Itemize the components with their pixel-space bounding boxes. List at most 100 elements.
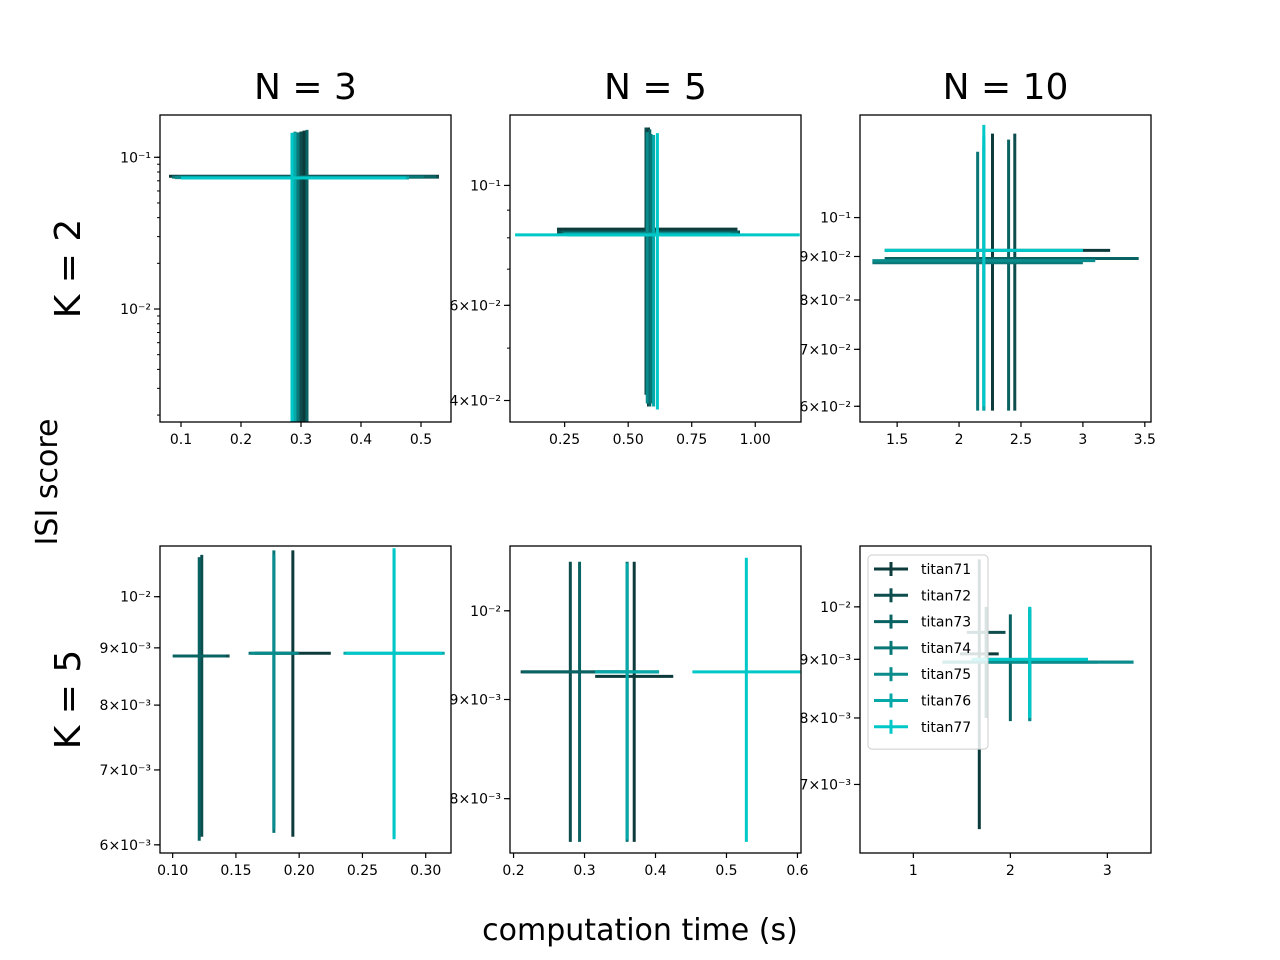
x-tick-label: 0.20 — [284, 863, 315, 879]
series-titan71 — [595, 561, 674, 842]
subplot-grid: 0.1 0.2 0.3 0.4 0.5 10⁻¹ 10⁻² N = 3 K = 2 0.25 0.5… — [48, 67, 1156, 879]
series-titan77 — [971, 606, 1088, 718]
row-label: K = 2 — [48, 219, 89, 319]
y-tick-label: 10⁻² — [120, 590, 151, 606]
x-tick-label: 0.50 — [613, 432, 644, 448]
axes-frame — [859, 114, 1152, 423]
axes-frame — [509, 545, 802, 854]
x-tick-label: 0.25 — [549, 432, 580, 448]
y-tick-label: 10⁻¹ — [820, 211, 851, 227]
y-tick-label: 8×10⁻³ — [100, 698, 151, 714]
x-tick-label: 2 — [1006, 863, 1015, 879]
subplot-5: 0.2 0.3 0.4 0.5 0.6 10⁻² 9×10⁻³ 8×10⁻³ — [450, 545, 809, 879]
series-titan74 — [564, 134, 738, 404]
series-titan72 — [520, 561, 621, 842]
y-tick-label: 4×10⁻² — [450, 394, 501, 410]
y-tick-label: 7×10⁻³ — [100, 763, 151, 779]
series-titan76 — [567, 134, 741, 407]
series-titan75 — [251, 554, 297, 829]
x-tick-label: 1.5 — [886, 432, 908, 448]
x-tick-label: 1.00 — [740, 432, 771, 448]
y-tick-label: 10⁻¹ — [120, 150, 151, 166]
x-tick-label: 1 — [909, 863, 918, 879]
x-tick-label: 2.5 — [1010, 432, 1032, 448]
series-titan71 — [254, 550, 331, 837]
y-tick-label: 10⁻¹ — [470, 178, 501, 194]
x-tick-label: 0.5 — [410, 432, 432, 448]
subplot-6: 1 2 310⁻²9×10⁻³8×10⁻³7×10⁻³titan71titan72t… — [800, 545, 1152, 879]
axes-frame — [509, 114, 802, 423]
subplot-2-marks — [515, 127, 800, 410]
y-tick-label: 10⁻² — [120, 302, 151, 318]
subplot-1: 0.1 0.2 0.3 0.4 0.5 10⁻¹ 10⁻² N = 3 K = 2 — [48, 67, 452, 448]
x-tick-label: 3 — [1103, 863, 1112, 879]
x-tick-label: 0.15 — [220, 863, 251, 879]
y-tick-label: 10⁻² — [820, 600, 851, 616]
legend-label: titan73 — [921, 615, 971, 631]
y-tick-label: 6×10⁻² — [450, 298, 501, 314]
x-tick-label: 0.30 — [410, 863, 441, 879]
subplot-1-marks — [169, 129, 439, 422]
x-tick-label: 0.2 — [230, 432, 252, 448]
series-titan77 — [515, 133, 800, 410]
y-tick-label: 8×10⁻³ — [450, 792, 501, 808]
row-label: K = 5 — [48, 650, 89, 750]
axes-frame — [159, 114, 452, 423]
legend: titan71 titan72 titan73 titan74 titan75 titan… — [867, 554, 989, 750]
axes-frame — [159, 545, 452, 854]
legend-label: titan71 — [921, 562, 971, 578]
column-title: N = 10 — [943, 67, 1069, 108]
series-titan73 — [884, 139, 1139, 411]
subplot-4-marks — [172, 548, 445, 841]
x-tick-label: 3 — [1078, 432, 1087, 448]
series-titan74 — [872, 151, 1083, 411]
series-titan77 — [884, 124, 1083, 407]
y-tick-label: 10⁻² — [470, 604, 501, 620]
x-tick-label: 0.5 — [715, 863, 737, 879]
subplot-5-marks — [520, 557, 801, 842]
y-tick-label: 7×10⁻² — [800, 342, 851, 358]
series-titan77 — [345, 548, 443, 840]
column-title: N = 3 — [254, 67, 357, 108]
figure-xlabel: computation time (s) — [482, 913, 798, 948]
x-tick-label: 0.4 — [644, 863, 666, 879]
x-tick-label: 0.10 — [157, 863, 188, 879]
series-titan72 — [173, 554, 230, 837]
x-tick-label: 0.25 — [347, 863, 378, 879]
series-titan73 — [172, 557, 226, 841]
y-tick-label: 9×10⁻³ — [450, 693, 501, 709]
series-titan73 — [178, 129, 436, 422]
x-tick-label: 2 — [955, 432, 964, 448]
legend-label: titan75 — [921, 667, 971, 683]
y-tick-label: 9×10⁻² — [800, 249, 851, 265]
legend-label: titan77 — [921, 720, 971, 736]
x-tick-label: 0.3 — [573, 863, 595, 879]
subplot-2: 0.25 0.50 0.75 1.00 10⁻¹ 6×10⁻² 4×10⁻² N = 5 — [450, 67, 802, 448]
x-tick-label: 0.4 — [350, 432, 372, 448]
series-titan71 — [169, 130, 439, 422]
legend-label: titan76 — [921, 694, 971, 710]
series-titan77 — [181, 132, 406, 422]
y-tick-label: 6×10⁻³ — [100, 838, 151, 854]
column-title: N = 5 — [604, 67, 707, 108]
x-tick-label: 0.3 — [290, 432, 312, 448]
figure-ylabel: ISI score — [30, 419, 65, 546]
y-tick-label: 8×10⁻² — [800, 293, 851, 309]
axes-frame — [859, 545, 1152, 854]
subplot-3: 1.5 2 2.5 3 3.5 10⁻¹ 9×10⁻² 8×10⁻² 7×10⁻² 6×10⁻² N… — [800, 67, 1156, 448]
subplot-3-marks — [872, 124, 1139, 411]
y-tick-label: 9×10⁻³ — [100, 641, 151, 657]
series-titan73 — [522, 561, 637, 842]
x-tick-label: 0.6 — [786, 863, 808, 879]
x-tick-label: 0.75 — [676, 432, 707, 448]
series-titan71 — [884, 133, 1111, 411]
y-tick-label: 8×10⁻³ — [800, 711, 851, 727]
legend-label: titan72 — [921, 588, 971, 604]
series-titan76 — [595, 563, 660, 840]
series-titan74 — [172, 132, 424, 422]
x-tick-label: 0.1 — [170, 432, 192, 448]
series-titan75 — [563, 132, 732, 404]
series-titan77 — [692, 557, 801, 842]
x-tick-label: 3.5 — [1134, 432, 1156, 448]
